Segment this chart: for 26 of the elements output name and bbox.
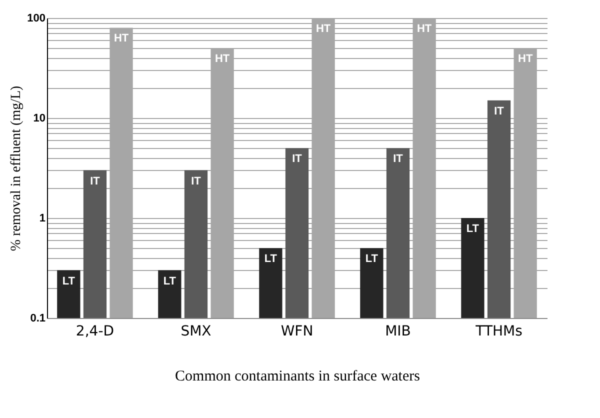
x-axis-title: Common contaminants in surface waters <box>175 368 420 384</box>
series-label: IT <box>90 175 100 188</box>
x-tick-label: MIB <box>385 324 411 340</box>
text: HT <box>416 23 432 35</box>
y-tick-label: 100 <box>27 12 46 24</box>
text: LT <box>466 223 480 235</box>
text: IT <box>191 175 201 188</box>
y-tick-label: 0.1 <box>30 312 46 324</box>
text: HT <box>214 53 230 66</box>
y-axis-title: % removal in effluent (mg/L) <box>9 85 24 252</box>
text: IT <box>292 153 302 166</box>
x-tick-label: SMX <box>180 324 212 340</box>
text: LT <box>264 253 278 266</box>
y-tick-label: 10 <box>33 112 46 124</box>
text: IT <box>393 153 403 166</box>
y-tick-label: 1 <box>39 212 46 224</box>
text: LT <box>163 275 176 288</box>
series-label: LT <box>62 275 76 288</box>
text: IT <box>494 105 504 118</box>
text: HT <box>518 53 533 66</box>
x-tick-label: WFN <box>280 324 314 340</box>
series-label: HT <box>114 32 129 45</box>
x-tick-label: TTHMs <box>474 324 522 340</box>
text: HT <box>316 23 331 35</box>
x-tick-label: 2,4-D <box>76 324 114 340</box>
text: LT <box>365 253 378 266</box>
